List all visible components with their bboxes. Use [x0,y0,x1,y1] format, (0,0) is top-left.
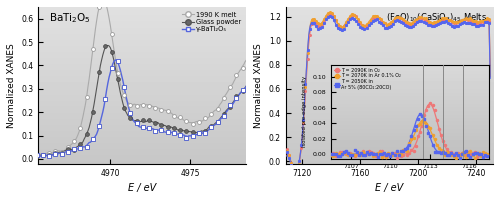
Y-axis label: Normalized XANES: Normalized XANES [254,43,263,128]
X-axis label: E / eV: E / eV [376,183,404,193]
Legend: 1990 K melt, Glass powder, γ-BaTi₂O₅: 1990 K melt, Glass powder, γ-BaTi₂O₅ [180,10,242,34]
Y-axis label: Normalized XANES: Normalized XANES [7,43,16,128]
Text: BaTi$_2$O$_5$: BaTi$_2$O$_5$ [49,12,91,25]
X-axis label: E / eV: E / eV [128,183,156,193]
Text: (FeO)$_{10}$(CaSiO$_3$)$_{45}$ Melts: (FeO)$_{10}$(CaSiO$_3$)$_{45}$ Melts [386,12,487,24]
